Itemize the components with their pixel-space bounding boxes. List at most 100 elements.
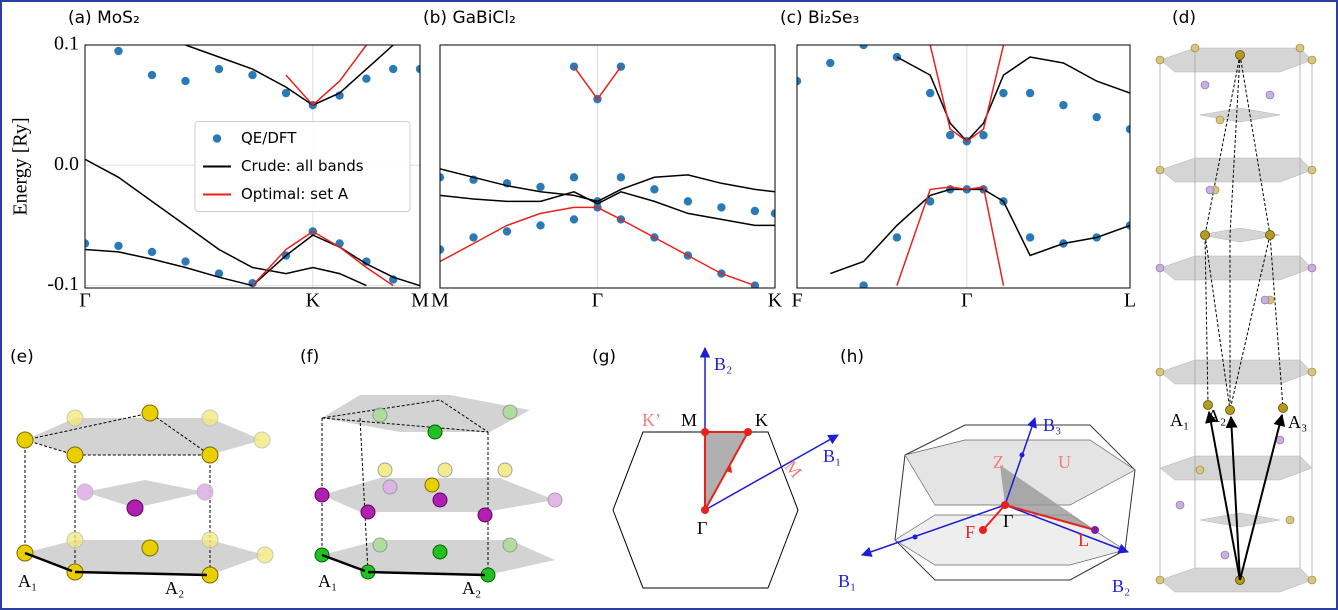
point-label: A₁ bbox=[1170, 410, 1189, 430]
x-tick-label: M bbox=[431, 290, 449, 312]
data-point bbox=[826, 59, 834, 67]
data-point bbox=[979, 131, 987, 139]
point-label: K bbox=[755, 410, 768, 430]
point-label: Γ bbox=[1003, 511, 1013, 531]
band-plots: (a) MoS₂ -0.1 0.0 0.1 Γ K M Energy [Ry] QE/DFT Cr… bbox=[10, 8, 1137, 312]
data-point bbox=[536, 183, 544, 191]
data-point bbox=[926, 89, 934, 97]
data-point bbox=[570, 173, 578, 181]
chart: (b) GaBiCl₂ M Γ K bbox=[423, 8, 783, 312]
y-axis-label: Energy [Ry] bbox=[10, 117, 32, 215]
panel-h: (h) B₃ Z U Γ F L B₁ B₂ bbox=[838, 347, 1135, 596]
point-label: A₁ bbox=[18, 571, 37, 591]
data-point bbox=[114, 47, 122, 55]
data-point bbox=[717, 203, 725, 211]
axes-frame bbox=[797, 45, 1130, 288]
data-point bbox=[181, 77, 189, 85]
point-label: Γ bbox=[697, 518, 707, 538]
x-tick-label: Γ bbox=[79, 290, 91, 312]
band-line bbox=[440, 169, 775, 202]
x-tick-label: L bbox=[1124, 290, 1136, 312]
data-point bbox=[148, 71, 156, 79]
data-point bbox=[148, 248, 156, 256]
panel-label: (g) bbox=[592, 347, 616, 367]
point-label: A₂ bbox=[462, 578, 481, 598]
point-label: B₂ bbox=[714, 354, 732, 374]
data-point bbox=[503, 227, 511, 235]
y-tick-label: 0.1 bbox=[54, 33, 79, 55]
data-point bbox=[859, 281, 867, 289]
legend-label: Crude: all bands bbox=[241, 157, 364, 175]
chart-title: (a) MoS₂ bbox=[68, 8, 140, 28]
data-point bbox=[684, 197, 692, 205]
figure: (a) MoS₂ -0.1 0.0 0.1 Γ K M Energy [Ry] QE/DFT Cr… bbox=[0, 0, 1338, 610]
chart: (c) Bi₂Se₃ F Γ L bbox=[780, 8, 1136, 312]
legend-swatch bbox=[213, 134, 221, 142]
y-tick-label: -0.1 bbox=[47, 273, 79, 295]
panel-d: (d) bbox=[1156, 8, 1316, 592]
point-label: B₁ bbox=[838, 571, 856, 591]
data-point bbox=[114, 242, 122, 250]
panel-label: (h) bbox=[840, 347, 864, 367]
data-point bbox=[893, 233, 901, 241]
data-point bbox=[282, 89, 290, 97]
x-tick-label: F bbox=[791, 290, 802, 312]
axes-frame bbox=[440, 45, 775, 288]
x-tick-label: Γ bbox=[592, 290, 604, 312]
legend: QE/DFT Crude: all bands Optimal: set A bbox=[195, 122, 410, 212]
band-line bbox=[186, 45, 394, 105]
data-point bbox=[1093, 113, 1101, 121]
data-point bbox=[1059, 101, 1067, 109]
panel-g: (g) B₂ K’ M K B₁ M Γ bbox=[592, 347, 841, 588]
chart-title: (b) GaBiCl₂ bbox=[423, 8, 516, 28]
band-line bbox=[830, 189, 1130, 273]
point-label: A₁ bbox=[318, 571, 337, 591]
x-tick-label: M bbox=[411, 290, 429, 312]
data-point bbox=[389, 65, 397, 73]
point-label: K’ bbox=[642, 410, 661, 430]
point-label: B₁ bbox=[823, 446, 841, 466]
data-point bbox=[946, 131, 954, 139]
point-label: A₂ bbox=[165, 578, 184, 598]
data-point bbox=[1026, 89, 1034, 97]
data-point bbox=[570, 215, 578, 223]
plot-area bbox=[793, 41, 1134, 290]
panel-label: (e) bbox=[10, 347, 34, 367]
legend-label: Optimal: set A bbox=[241, 185, 349, 203]
frame bbox=[1, 1, 1337, 609]
point-label: F bbox=[965, 522, 975, 542]
data-point bbox=[181, 257, 189, 265]
data-point bbox=[1026, 233, 1034, 241]
point-label: B₂ bbox=[1112, 576, 1130, 596]
point-label: Z bbox=[993, 452, 1004, 472]
data-point bbox=[650, 185, 658, 193]
y-tick-label: 0.0 bbox=[54, 153, 79, 175]
point-label: A₂ bbox=[1207, 406, 1226, 426]
panel-e: (e) A₁ A₂ bbox=[10, 347, 273, 598]
point-label: M bbox=[681, 410, 697, 430]
data-point bbox=[362, 74, 370, 82]
panel-label: (d) bbox=[1172, 8, 1196, 28]
chart-title: (c) Bi₂Se₃ bbox=[780, 8, 859, 28]
data-point bbox=[536, 221, 544, 229]
point-label: A₃ bbox=[1288, 412, 1307, 432]
data-point bbox=[999, 89, 1007, 97]
legend-label: QE/DFT bbox=[241, 129, 297, 147]
point-label: M bbox=[781, 457, 807, 482]
data-point bbox=[248, 71, 256, 79]
band-line bbox=[897, 57, 1130, 141]
data-point bbox=[215, 65, 223, 73]
data-point bbox=[751, 207, 759, 215]
x-tick-label: K bbox=[768, 290, 783, 312]
point-label: B₃ bbox=[1043, 415, 1061, 435]
x-tick-label: Γ bbox=[961, 290, 973, 312]
data-point bbox=[469, 233, 477, 241]
point-label: L bbox=[1078, 530, 1089, 550]
panel-label: (f) bbox=[300, 347, 319, 367]
panel-f: (f) A₁ A₂ bbox=[300, 347, 562, 598]
point-label: U bbox=[1058, 452, 1071, 472]
plot-area bbox=[436, 62, 779, 289]
band-line bbox=[897, 187, 1004, 286]
data-point bbox=[617, 173, 625, 181]
